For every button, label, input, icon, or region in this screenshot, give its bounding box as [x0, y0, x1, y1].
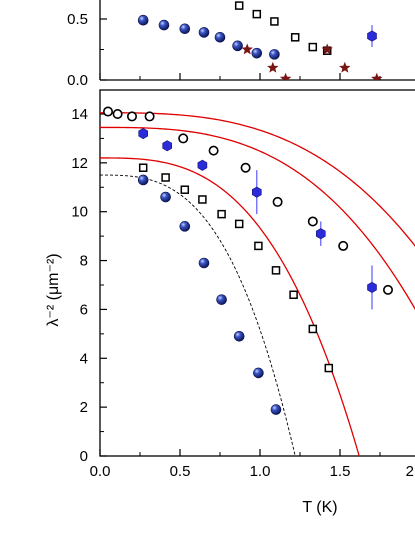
- data-point-open-square: [308, 42, 318, 52]
- data-point-navy-sphere: [251, 47, 263, 59]
- data-point-blue-hexagon: [197, 159, 208, 171]
- data-point-navy-sphere: [179, 23, 191, 35]
- data-point-navy-sphere: [158, 19, 170, 31]
- data-point-open-circle: [240, 162, 251, 173]
- fit-curve: [100, 112, 415, 247]
- data-point-blue-hexagon: [315, 228, 326, 240]
- top-panel-data: [137, 1, 383, 80]
- data-point-open-circle: [307, 216, 318, 227]
- data-point-blue-hexagon: [367, 281, 377, 293]
- x-tick-label: 2: [406, 463, 414, 480]
- data-point-navy-sphere: [216, 294, 227, 305]
- data-point-open-square: [324, 363, 334, 373]
- data-point-open-circle: [144, 111, 155, 122]
- data-point-star: [339, 61, 351, 73]
- data-point-navy-sphere: [253, 367, 264, 379]
- bottom-panel: 0 2 4 6 8 10 12 14 0.0 0.5 1.0 1.5 2 T (K) λ⁻² …: [45, 89, 415, 516]
- data-point-open-circle: [103, 106, 114, 117]
- data-point-star: [279, 72, 292, 80]
- data-point-navy-sphere: [198, 257, 210, 269]
- data-point-open-square: [198, 195, 207, 204]
- data-point-open-circle: [338, 240, 349, 251]
- data-point-navy-sphere: [160, 191, 171, 203]
- fit-curve: [100, 174, 296, 456]
- data-point-navy-sphere: [270, 404, 282, 415]
- fit-curve: [100, 126, 415, 311]
- x-tick-label: 0.5: [170, 463, 191, 480]
- y-tick-label: 2: [80, 399, 88, 416]
- data-point-open-circle: [127, 111, 138, 122]
- data-point-navy-sphere: [198, 27, 210, 38]
- data-point-open-square: [234, 1, 244, 10]
- data-point-navy-sphere: [269, 49, 280, 60]
- data-point-open-circle: [178, 133, 189, 144]
- data-point-navy-sphere: [179, 221, 191, 232]
- data-point-open-circle: [112, 108, 123, 119]
- data-point-open-square: [254, 241, 263, 251]
- bottom-panel-x-tick-labels: 0.0 0.5 1.0 1.5 2: [90, 463, 414, 480]
- data-point-open-square: [290, 33, 300, 42]
- data-point-navy-sphere: [137, 174, 149, 186]
- x-tick-label: 1.0: [250, 463, 271, 480]
- data-point-open-square: [180, 185, 190, 194]
- data-point-star: [241, 43, 253, 55]
- data-point-open-circle: [382, 284, 393, 295]
- top-panel-ticks: [99, 18, 381, 81]
- x-tick-label: 0.0: [90, 463, 111, 480]
- bottom-panel-y-tick-labels: 0 2 4 6 8 10 12 14: [71, 106, 88, 465]
- data-point-open-square: [161, 173, 170, 182]
- data-point-open-square: [271, 266, 281, 275]
- data-point-star: [321, 43, 333, 55]
- y-tick-label: 14: [71, 106, 88, 123]
- y-tick-label: 12: [71, 155, 88, 172]
- data-point-open-circle: [272, 196, 283, 207]
- data-point-open-square: [252, 9, 262, 19]
- y-tick-label: 6: [80, 301, 88, 318]
- data-point-open-circle: [208, 145, 219, 156]
- data-point-blue-hexagon: [367, 30, 377, 42]
- data-point-open-square: [270, 17, 279, 26]
- top-panel-y-tick-labels: 0.0 0.5: [67, 11, 88, 89]
- data-point-navy-sphere: [232, 40, 243, 52]
- bottom-panel-ticks: [99, 113, 381, 457]
- y-axis-label: λ⁻² (μm⁻²): [45, 253, 62, 326]
- top-y-tick-label: 0.0: [67, 72, 88, 89]
- data-point-open-square: [234, 219, 244, 229]
- data-point-open-square: [289, 290, 298, 300]
- data-point-star: [371, 72, 383, 80]
- data-point-star: [267, 61, 279, 73]
- x-tick-label: 1.5: [330, 463, 351, 480]
- data-point-navy-sphere: [214, 31, 226, 43]
- data-point-blue-hexagon: [138, 127, 148, 140]
- top-panel: 0.0 0.5: [67, 0, 415, 89]
- data-point-navy-sphere: [233, 330, 245, 342]
- x-axis-label: T (K): [302, 499, 337, 516]
- data-point-open-square: [138, 163, 148, 172]
- y-tick-label: 8: [80, 253, 88, 270]
- fit-curves: [100, 112, 415, 456]
- y-tick-label: 4: [80, 350, 88, 367]
- top-y-tick-label: 0.5: [67, 11, 88, 28]
- data-point-blue-hexagon: [252, 186, 262, 198]
- data-point-blue-hexagon: [162, 140, 172, 152]
- y-tick-label: 10: [71, 204, 88, 221]
- bottom-panel-frame: [99, 89, 415, 457]
- data-point-open-square: [217, 209, 226, 219]
- data-point-navy-sphere: [137, 14, 149, 26]
- fit-curve: [100, 157, 360, 456]
- bottom-panel-data: [103, 106, 393, 415]
- y-tick-label: 0: [80, 448, 88, 465]
- data-point-open-square: [308, 324, 318, 334]
